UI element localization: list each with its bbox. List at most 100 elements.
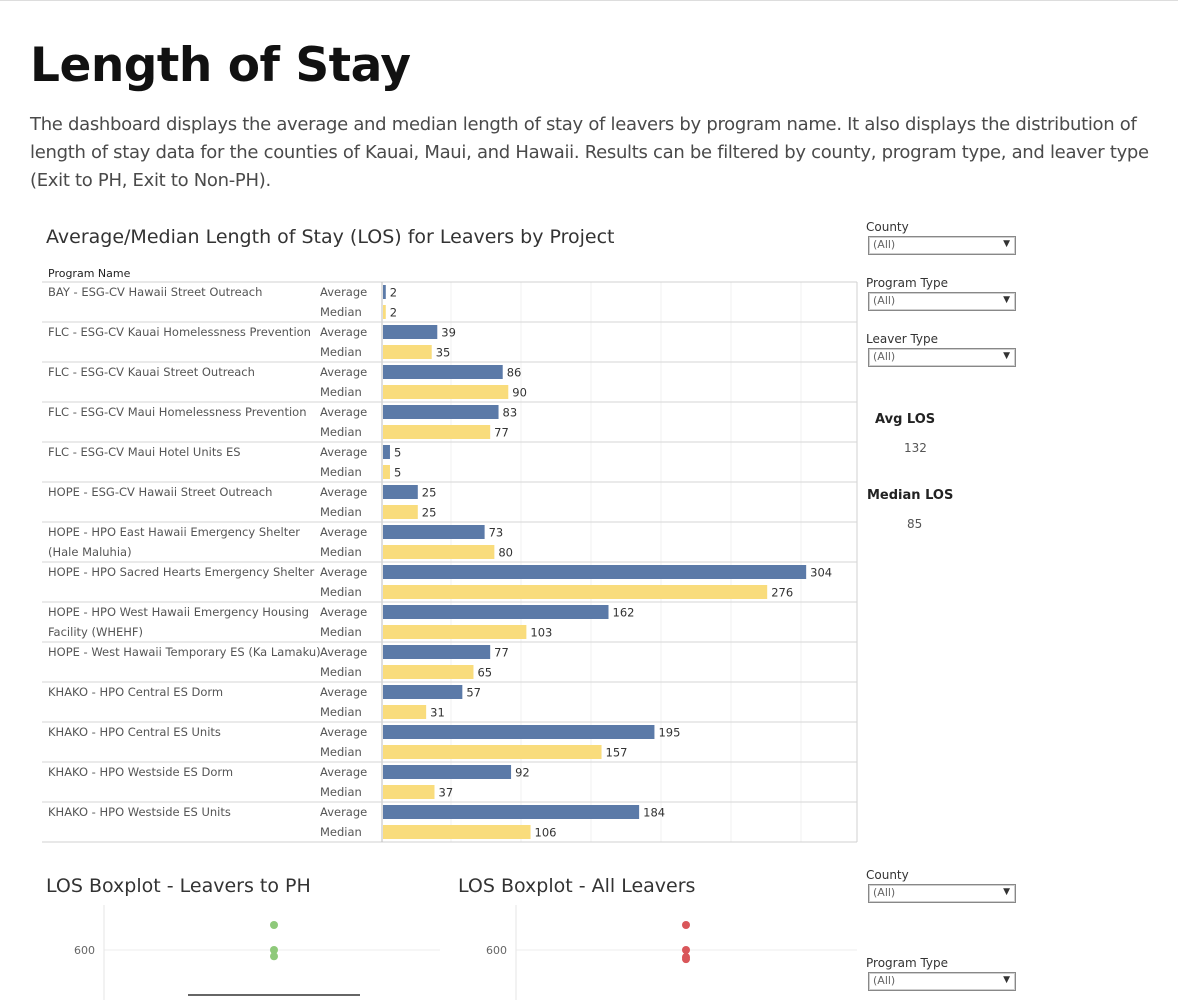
average-bar: [383, 605, 609, 619]
bar-value-label: 106: [535, 826, 557, 840]
filter-county-bottom[interactable]: County (All) ▼: [866, 868, 1016, 903]
bar-value-label: 25: [422, 506, 437, 520]
bar-value-label: 77: [494, 426, 509, 440]
data-point: [682, 921, 690, 929]
median-bar: [383, 625, 527, 639]
bar-value-label: 37: [439, 786, 454, 800]
program-name-label: KHAKO - HPO Westside ES Dorm: [48, 765, 233, 779]
measure-label: Average: [320, 605, 367, 619]
bar-value-label: 39: [441, 326, 456, 340]
page-description: The dashboard displays the average and m…: [30, 114, 1149, 191]
page-title: Length of Stay: [30, 38, 411, 93]
data-point: [682, 955, 690, 964]
bar-value-label: 83: [503, 406, 518, 420]
row-header-program-name: Program Name: [48, 267, 131, 280]
measure-label: Average: [320, 485, 367, 499]
median-bar: [383, 305, 386, 319]
measure-label: Median: [320, 825, 362, 839]
average-bar: [383, 525, 485, 539]
average-bar: [383, 445, 390, 459]
chevron-down-icon: ▼: [1003, 295, 1010, 305]
median-bar: [383, 505, 418, 519]
filter-county[interactable]: County (All) ▼: [866, 220, 1016, 255]
program-name-label: Facility (WHEHF): [48, 625, 143, 639]
measure-label: Median: [320, 665, 362, 679]
median-bar: [383, 665, 474, 679]
measure-label: Average: [320, 725, 367, 739]
measure-label: Median: [320, 425, 362, 439]
data-point: [270, 921, 278, 929]
chevron-down-icon: ▼: [1003, 887, 1010, 897]
boxplot-all-title: LOS Boxplot - All Leavers: [458, 875, 696, 897]
program-name-label: BAY - ESG-CV Hawaii Street Outreach: [48, 285, 262, 299]
program-type-dropdown[interactable]: (All) ▼: [868, 292, 1016, 311]
median-los-value: 85: [907, 517, 923, 531]
average-bar: [383, 685, 463, 699]
program-name-label: FLC - ESG-CV Maui Hotel Units ES: [48, 445, 241, 459]
county-dropdown[interactable]: (All) ▼: [868, 236, 1016, 255]
program-type-bottom-dropdown[interactable]: (All) ▼: [868, 972, 1016, 991]
bar-value-label: 157: [606, 746, 628, 760]
median-bar: [383, 425, 491, 439]
filter-program-type[interactable]: Program Type (All) ▼: [866, 276, 1016, 311]
bar-value-label: 92: [515, 766, 530, 780]
program-name-label: FLC - ESG-CV Maui Homelessness Preventio…: [48, 405, 307, 419]
county-bottom-dropdown[interactable]: (All) ▼: [868, 884, 1016, 903]
measure-label: Average: [320, 525, 367, 539]
bar-value-label: 162: [613, 606, 635, 620]
program-name-label: HOPE - HPO West Hawaii Emergency Housing: [48, 605, 309, 619]
median-bar: [383, 345, 432, 359]
measure-label: Average: [320, 325, 367, 339]
program-name-label: KHAKO - HPO Central ES Units: [48, 725, 221, 739]
filter-county-label: County: [866, 220, 909, 234]
program-name-label: HOPE - ESG-CV Hawaii Street Outreach: [48, 485, 272, 499]
chevron-down-icon: ▼: [1003, 975, 1010, 985]
measure-label: Median: [320, 345, 362, 359]
bar-value-label: 73: [489, 526, 504, 540]
bar-value-label: 195: [658, 726, 680, 740]
average-bar: [383, 285, 386, 299]
bar-value-label: 304: [810, 566, 832, 580]
average-bar: [383, 325, 438, 339]
bar-value-label: 90: [512, 386, 527, 400]
bar-value-label: 77: [494, 646, 509, 660]
bar-value-label: 86: [507, 366, 522, 380]
filter-county-bottom-label: County: [866, 868, 909, 882]
bar-chart-title: Average/Median Length of Stay (LOS) for …: [46, 226, 615, 248]
measure-label: Average: [320, 565, 367, 579]
program-name-label: HOPE - HPO Sacred Hearts Emergency Shelt…: [48, 565, 314, 579]
measure-label: Average: [320, 805, 367, 819]
program-name-label: HOPE - HPO East Hawaii Emergency Shelter: [48, 525, 300, 539]
filter-leaver-type[interactable]: Leaver Type (All) ▼: [866, 332, 1016, 367]
measure-label: Median: [320, 505, 362, 519]
measure-label: Average: [320, 685, 367, 699]
avg-los-value: 132: [904, 441, 927, 455]
program-name-label: KHAKO - HPO Central ES Dorm: [48, 685, 223, 699]
filter-program-type-bottom[interactable]: Program Type (All) ▼: [866, 956, 1016, 991]
filter-program-type-bottom-label: Program Type: [866, 956, 949, 970]
bar-value-label: 103: [530, 626, 552, 640]
median-bar: [383, 825, 531, 839]
measure-label: Average: [320, 405, 367, 419]
bar-value-label: 184: [643, 806, 665, 820]
filter-leaver-type-label: Leaver Type: [866, 332, 939, 346]
median-los-label: Median LOS: [867, 488, 954, 503]
leaver-type-dropdown[interactable]: (All) ▼: [868, 348, 1016, 367]
bar-value-label: 25: [422, 486, 437, 500]
y-tick-label: 600: [74, 944, 95, 957]
bar-value-label: 276: [771, 586, 793, 600]
program-name-label: (Hale Maluhia): [48, 545, 132, 559]
median-bar: [383, 545, 495, 559]
measure-label: Median: [320, 625, 362, 639]
filter-program-type-label: Program Type: [866, 276, 949, 290]
data-point: [682, 946, 690, 954]
program-name-label: KHAKO - HPO Westside ES Units: [48, 805, 231, 819]
measure-label: Average: [320, 445, 367, 459]
program-type-bottom-value: (All): [873, 974, 896, 987]
average-bar: [383, 565, 807, 579]
measure-label: Average: [320, 765, 367, 779]
median-bar: [383, 585, 768, 599]
